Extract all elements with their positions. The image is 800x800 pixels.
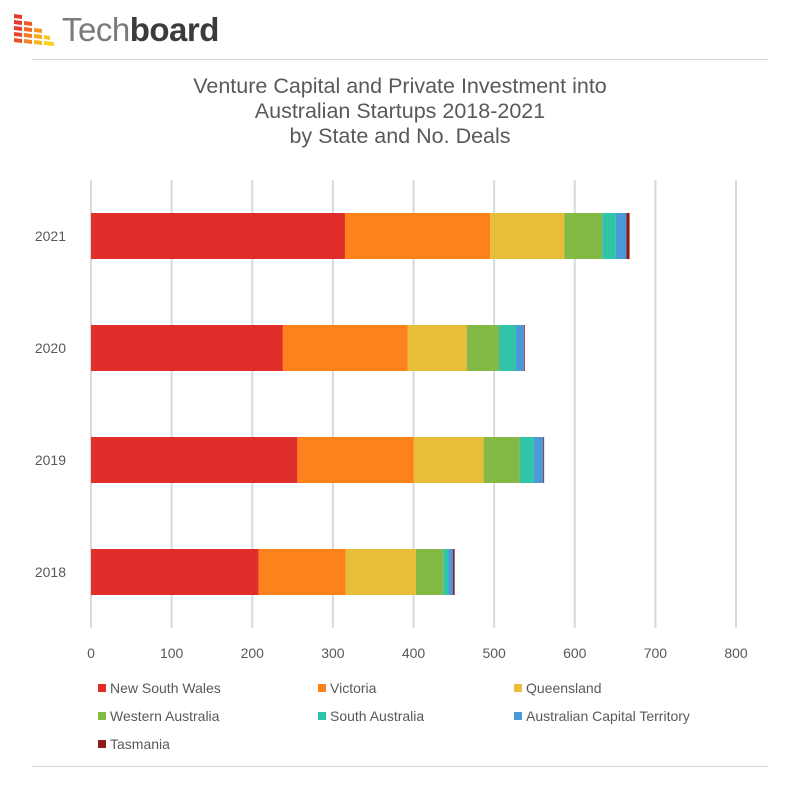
- legend-item-australian-capital-territory: Australian Capital Territory: [514, 708, 690, 724]
- chart-title: Venture Capital and Private Investment i…: [0, 74, 800, 149]
- legend-swatch: [98, 712, 106, 720]
- bar-segment-queensland-2019: [413, 437, 484, 483]
- bar-segment-victoria-2021: [344, 213, 491, 259]
- legend-label: Western Australia: [110, 708, 220, 724]
- brand-name-bold: board: [129, 11, 220, 48]
- bar-segment-south-australia-2019: [519, 437, 534, 483]
- bar-segment-tasmania-2021: [626, 213, 630, 259]
- chart-title-line-2: Australian Startups 2018-2021: [254, 99, 546, 123]
- bar-segment-south-australia-2018: [443, 549, 449, 595]
- bar-segment-western-australia-2018: [415, 549, 444, 595]
- x-tick-label: 400: [402, 645, 426, 661]
- bar-segment-western-australia-2021: [564, 213, 603, 259]
- legend-item-south-australia: South Australia: [318, 708, 424, 724]
- bar-segment-south-australia-2020: [498, 325, 516, 371]
- legend-item-new-south-wales: New South Wales: [98, 680, 221, 696]
- bar-segment-queensland-2020: [407, 325, 467, 371]
- bar-segment-queensland-2021: [490, 213, 565, 259]
- chart-title-line-3: by State and No. Deals: [289, 124, 511, 148]
- bar-segment-australian-capital-territory-2020: [515, 325, 524, 371]
- bar-segment-western-australia-2020: [466, 325, 499, 371]
- techboard-logo[interactable]: Techboard: [12, 10, 219, 50]
- chart-title-line-1: Venture Capital and Private Investment i…: [193, 74, 607, 98]
- bar-segment-tasmania-2020: [523, 325, 525, 371]
- top-divider: [32, 59, 768, 60]
- bar-segment-australian-capital-territory-2018: [448, 549, 454, 595]
- legend-swatch: [514, 684, 522, 692]
- bar-segment-south-australia-2021: [602, 213, 616, 259]
- legend-label: Tasmania: [110, 736, 170, 752]
- legend-swatch: [318, 684, 326, 692]
- bar-segment-victoria-2020: [282, 325, 408, 371]
- y-axis-categories: 2021 2020 2019 2018: [35, 228, 66, 580]
- x-axis-ticks: 0 100 200 300 400 500 600 700 800: [87, 645, 748, 661]
- legend-swatch: [514, 712, 522, 720]
- x-tick-label: 0: [87, 645, 95, 661]
- legend-item-western-australia: Western Australia: [98, 708, 219, 724]
- x-tick-label: 200: [241, 645, 265, 661]
- legend-item-tasmania: Tasmania: [98, 736, 170, 752]
- bar-segment-victoria-2019: [297, 437, 414, 483]
- legend-item-queensland: Queensland: [514, 680, 602, 696]
- bar-segment-new-south-wales-2020: [91, 325, 283, 371]
- bar-segment-australian-capital-territory-2021: [615, 213, 627, 259]
- legend-swatch: [318, 712, 326, 720]
- brand-name: Techboard: [62, 11, 219, 49]
- legend-item-victoria: Victoria: [318, 680, 376, 696]
- legend-label: New South Wales: [110, 680, 221, 696]
- x-tick-label: 800: [724, 645, 748, 661]
- legend-label: Victoria: [330, 680, 377, 696]
- bar-segment-queensland-2018: [345, 549, 416, 595]
- bar-segment-new-south-wales-2021: [91, 213, 345, 259]
- y-category-label: 2021: [35, 228, 66, 244]
- x-tick-label: 300: [321, 645, 345, 661]
- bottom-divider: [32, 766, 768, 767]
- legend-label: Queensland: [526, 680, 602, 696]
- y-category-label: 2018: [35, 564, 66, 580]
- legend-label: Australian Capital Territory: [526, 708, 690, 724]
- y-category-label: 2020: [35, 340, 66, 356]
- x-tick-label: 700: [644, 645, 668, 661]
- bar-segment-western-australia-2019: [483, 437, 520, 483]
- stacked-bar-chart: 0 100 200 300 400 500 600 700 800 20212020201920…: [35, 180, 748, 661]
- bar-segment-tasmania-2018: [453, 549, 455, 595]
- brand-name-light: Tech: [62, 11, 130, 48]
- legend-swatch: [98, 684, 106, 692]
- bar-segment-new-south-wales-2018: [91, 549, 259, 595]
- bars: [91, 213, 630, 595]
- legend-label: South Australia: [330, 708, 425, 724]
- bar-segment-australian-capital-territory-2019: [533, 437, 544, 483]
- grid-tiles-logo-icon: [14, 14, 54, 46]
- bar-segment-new-south-wales-2019: [91, 437, 298, 483]
- bar-segment-victoria-2018: [258, 549, 346, 595]
- x-tick-label: 600: [563, 645, 587, 661]
- x-tick-label: 500: [482, 645, 506, 661]
- bar-segment-tasmania-2019: [543, 437, 545, 483]
- legend-swatch: [98, 740, 106, 748]
- y-category-label: 2019: [35, 452, 66, 468]
- x-tick-label: 100: [160, 645, 184, 661]
